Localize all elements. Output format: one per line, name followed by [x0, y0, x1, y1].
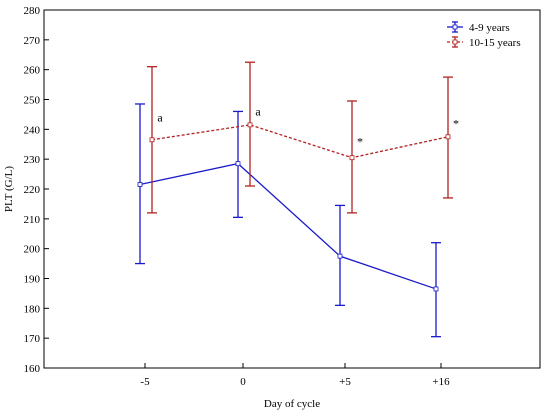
series-line-1	[151, 124, 449, 159]
data-point	[433, 286, 439, 292]
y-tick-label: 170	[24, 333, 41, 345]
y-tick-label: 270	[24, 35, 41, 47]
x-tick-label: 0	[240, 376, 246, 388]
data-point	[349, 155, 355, 161]
y-axis-title: PLT (G/L)	[3, 166, 15, 212]
series-line-0	[139, 162, 437, 290]
legend-label: 4-9 years	[469, 22, 510, 34]
y-axis: 160 170 180 190 200 210 220 230 240 250 260 270 280	[24, 5, 49, 375]
annotation-label: *	[453, 116, 459, 130]
y-tick-label: 260	[24, 65, 41, 77]
legend-swatch-marker	[452, 24, 458, 30]
data-point	[149, 137, 155, 143]
legend: 4-9 years 10-15 years	[447, 21, 521, 49]
x-tick-label: +16	[432, 376, 450, 388]
y-tick-label: 280	[24, 5, 41, 17]
plot-frame	[43, 9, 541, 369]
y-tick-label: 250	[24, 95, 41, 107]
x-tick-label: +5	[339, 376, 351, 388]
legend-swatch-marker	[452, 39, 458, 45]
data-point	[337, 253, 343, 259]
x-tick-label: -5	[140, 376, 150, 388]
annotation-label: a	[255, 104, 261, 118]
annotation-label: a	[157, 110, 163, 124]
series-layer	[135, 61, 453, 338]
data-point	[445, 134, 451, 140]
y-tick-label: 200	[24, 244, 41, 256]
y-tick-label: 210	[24, 214, 41, 226]
y-tick-label: 190	[24, 274, 41, 286]
y-tick-label: 240	[24, 124, 41, 136]
data-point	[247, 122, 253, 128]
legend-label: 10-15 years	[469, 37, 521, 49]
data-point	[137, 182, 143, 187]
y-tick-label: 220	[24, 184, 41, 196]
y-tick-label: 180	[24, 303, 41, 315]
x-axis: -5 0 +5 +16	[140, 363, 450, 388]
annotation-label: *	[357, 134, 363, 148]
data-point	[235, 161, 241, 167]
y-tick-label: 160	[24, 363, 41, 375]
x-axis-title: Day of cycle	[264, 398, 320, 410]
annotations: a a * *	[157, 104, 459, 148]
y-tick-label: 230	[24, 154, 41, 166]
